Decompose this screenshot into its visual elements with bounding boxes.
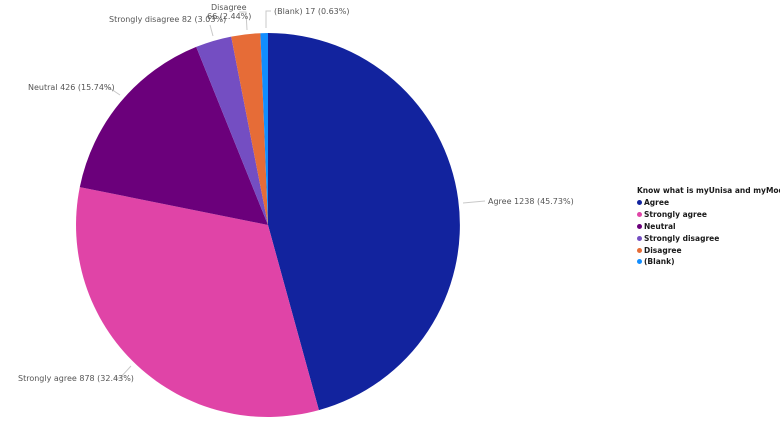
- label-agree: Agree 1238 (45.73%): [488, 197, 574, 206]
- legend-label: (Blank): [644, 257, 675, 267]
- label-disagree-line2: 66 (2.44%): [207, 12, 251, 21]
- legend-title: Know what is myUnisa and myModules.: [637, 186, 780, 195]
- leader-neutral: [104, 86, 121, 96]
- legend-dot-icon: [637, 247, 642, 253]
- legend-dot-icon: [637, 212, 642, 218]
- pie-slices: [76, 33, 460, 417]
- legend-label: Neutral: [644, 221, 676, 231]
- slice-blank[interactable]: [260, 33, 268, 225]
- slice-agree[interactable]: [268, 33, 460, 411]
- legend: Know what is myUnisa and myModules. Agre…: [637, 186, 780, 268]
- legend-label: Strongly disagree: [644, 233, 720, 243]
- legend-item-blank[interactable]: (Blank): [637, 256, 780, 268]
- slice-strongly-disagree[interactable]: [196, 36, 268, 225]
- label-strongly-agree: Strongly agree 878 (32.43%): [18, 374, 134, 383]
- leader-strongly-agree: [114, 365, 132, 379]
- legend-dot-icon: [637, 223, 642, 229]
- legend-dot-icon: [637, 200, 642, 206]
- leader-disagree: [239, 11, 248, 31]
- legend-label: Strongly agree: [644, 210, 707, 220]
- slice-neutral[interactable]: [79, 46, 268, 226]
- label-strongly-disagree: Strongly disagree 82 (3.03%): [109, 15, 226, 24]
- leader-agree: [462, 200, 486, 204]
- legend-label: Agree: [644, 198, 670, 208]
- legend-item-agree[interactable]: Agree: [637, 197, 780, 209]
- slice-disagree[interactable]: [231, 33, 268, 226]
- legend-dot-icon: [637, 235, 642, 241]
- leader-blank: [265, 10, 271, 28]
- data-labels: Agree 1238 (45.73%) Strongly agree 878 (…: [18, 3, 574, 383]
- legend-item-strongly-disagree[interactable]: Strongly disagree: [637, 232, 780, 244]
- legend-item-disagree[interactable]: Disagree: [637, 244, 780, 256]
- leader-lines: [104, 10, 486, 379]
- legend-item-neutral[interactable]: Neutral: [637, 221, 780, 233]
- label-neutral: Neutral 426 (15.74%): [28, 83, 115, 92]
- legend-label: Disagree: [644, 245, 682, 255]
- legend-dot-icon: [637, 259, 642, 265]
- label-blank: (Blank) 17 (0.63%): [274, 7, 349, 16]
- slice-strongly-agree[interactable]: [76, 187, 319, 417]
- legend-item-strongly-agree[interactable]: Strongly agree: [637, 209, 780, 221]
- leader-strongly-disagree: [209, 24, 214, 37]
- label-disagree-line1: Disagree: [211, 3, 247, 12]
